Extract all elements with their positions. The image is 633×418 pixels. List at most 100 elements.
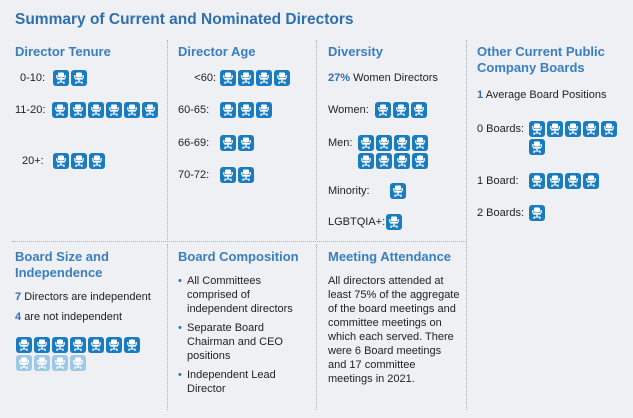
diversity-header: Diversity [328, 44, 383, 59]
age-row-label: 70-72: [178, 169, 210, 181]
composition-header: Board Composition [178, 249, 299, 264]
boards-row-label: 0 Boards: [477, 123, 525, 135]
tenure-chairs [52, 102, 164, 120]
office-chair-icon [16, 337, 32, 353]
office-chair-icon [394, 153, 410, 169]
age-row-label: 66-69: [178, 137, 210, 149]
office-chair-icon [89, 153, 105, 169]
age-row: 70-72: [178, 167, 256, 185]
boards-chairs [529, 205, 547, 223]
office-chair-icon [390, 183, 406, 199]
office-chair-icon [16, 355, 32, 371]
office-chair-icon [238, 70, 254, 86]
independent-line: 7 Directors are independent [15, 290, 165, 304]
tenure-row-label: 11-20: [15, 104, 46, 116]
office-chair-icon [220, 167, 236, 183]
age-header: Director Age [178, 44, 256, 59]
office-chair-icon [34, 355, 50, 371]
office-chair-icon [71, 70, 87, 86]
divider [466, 40, 467, 410]
office-chair-icon [106, 337, 122, 353]
diversity-chairs [386, 214, 404, 232]
independent-num: 7 [15, 291, 22, 303]
diversity-row: Women: [328, 102, 429, 120]
office-chair-icon [376, 135, 392, 151]
age-chairs [220, 167, 256, 185]
office-chair-icon [393, 102, 409, 118]
office-chair-icon [529, 205, 545, 221]
age-row: 66-69: [178, 135, 256, 153]
office-chair-icon [565, 121, 581, 137]
not-independent-line: 4 are not independent [15, 310, 165, 324]
office-chair-icon [88, 337, 104, 353]
composition-list: All Committees comprised of independent … [178, 274, 312, 396]
tenure-row: 11-20: [15, 102, 164, 120]
office-chair-icon [124, 102, 140, 118]
age-chairs [220, 102, 274, 120]
office-chair-icon [412, 135, 428, 151]
office-chair-icon [411, 102, 427, 118]
office-chair-icon [238, 167, 254, 183]
tenure-row-label: 20+: [22, 155, 44, 167]
divider [316, 40, 317, 240]
not-independent-num: 4 [15, 311, 22, 323]
avg-board-num: 1 [477, 89, 484, 101]
board-size-header-line1: Board Size and [15, 249, 109, 264]
office-chair-icon [386, 214, 402, 230]
board-size-section: Board Size and Independence 7 Directors … [15, 249, 165, 324]
diversity-chairs [390, 183, 408, 201]
diversity-chairs [358, 135, 434, 171]
office-chair-icon [358, 135, 374, 151]
office-chair-icon [274, 70, 290, 86]
tenure-header: Director Tenure [15, 44, 111, 59]
office-chair-icon [529, 139, 545, 155]
office-chair-icon [124, 337, 140, 353]
tenure-chairs [53, 70, 89, 88]
office-chair-icon [71, 153, 87, 169]
office-chair-icon [583, 121, 599, 137]
boards-row: 1 Board: [477, 173, 601, 191]
boards-row-label: 1 Board: [477, 175, 519, 187]
women-pct-line: 27% Women Directors [328, 71, 463, 85]
office-chair-icon [547, 121, 563, 137]
tenure-row-label: 0-10: [20, 72, 46, 84]
office-chair-icon [529, 121, 545, 137]
age-row-label: <60: [194, 72, 216, 84]
divider [316, 244, 317, 410]
office-chair-icon [220, 135, 236, 151]
office-chair-icon [256, 70, 272, 86]
board-size-header-line2: Independence [15, 265, 103, 280]
office-chair-icon [394, 135, 410, 151]
office-chair-icon [34, 337, 50, 353]
diversity-row: LGBTQIA+: [328, 214, 404, 232]
age-row: 60-65: [178, 102, 274, 120]
board-size-header: Board Size and Independence [15, 249, 165, 281]
office-chair-icon [256, 102, 272, 118]
list-item: All Committees comprised of independent … [178, 274, 312, 316]
diversity-row-label: Men: [328, 137, 353, 149]
office-chair-icon [53, 153, 69, 169]
office-chair-icon [70, 102, 86, 118]
office-chair-icon [106, 102, 122, 118]
office-chair-icon [238, 102, 254, 118]
boards-section: Other Current Public Company Boards 1 Av… [477, 44, 627, 102]
avg-board-label: Average Board Positions [485, 89, 607, 101]
office-chair-icon [142, 102, 158, 118]
diversity-row-label: Women: [328, 104, 369, 116]
tenure-section: Director Tenure [15, 44, 163, 60]
office-chair-icon [583, 173, 599, 189]
office-chair-icon [358, 153, 374, 169]
diversity-row-label: Minority: [328, 185, 370, 197]
boards-chairs [529, 173, 601, 191]
composition-section: Board Composition All Committees compris… [178, 249, 312, 401]
diversity-row: Minority: [328, 183, 408, 201]
women-pct-label: Women Directors [353, 72, 438, 84]
office-chair-icon [88, 102, 104, 118]
diversity-row: Men: [328, 135, 434, 171]
office-chair-icon [412, 153, 428, 169]
women-pct: 27% [328, 72, 351, 84]
office-chair-icon [375, 102, 391, 118]
divider [12, 241, 466, 242]
diversity-row-label: LGBTQIA+: [328, 216, 386, 228]
attendance-header: Meeting Attendance [328, 249, 452, 264]
